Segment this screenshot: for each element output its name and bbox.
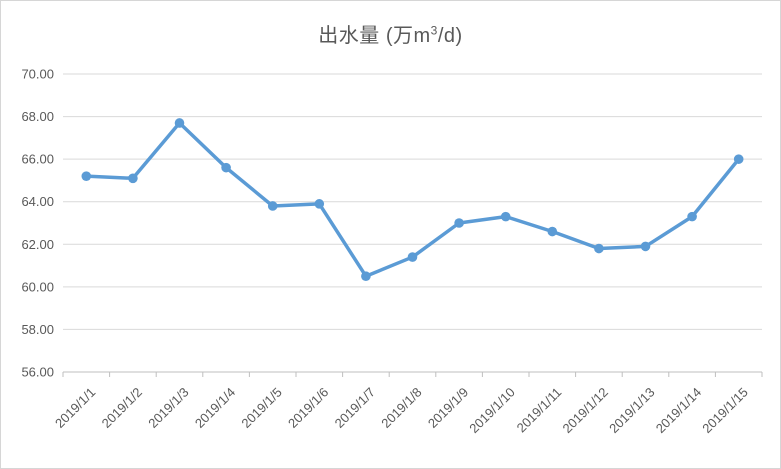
y-tick-label: 58.00 [21,322,54,337]
y-tick-label: 66.00 [21,152,54,167]
x-tick-label: 2019/1/14 [653,385,705,437]
data-point [314,199,325,209]
x-tick-label: 2019/1/12 [560,385,612,437]
data-point [361,271,371,282]
data-point [174,118,185,128]
x-tick-label: 2019/1/15 [699,385,751,437]
data-point [733,154,744,164]
chart-title-unit-suffix: /d) [437,25,463,47]
chart-title: 出水量 (万m3/d) [1,19,780,48]
data-point [81,171,92,181]
x-tick-label: 2019/1/7 [332,385,378,431]
data-point [547,226,558,237]
y-tick-label: 62.00 [21,237,54,252]
y-tick-label: 68.00 [21,109,54,124]
x-tick-label: 2019/1/1 [52,385,98,431]
data-point [594,243,604,254]
data-point [454,218,464,228]
data-point [128,173,138,184]
y-tick-label: 70.00 [21,67,54,82]
data-point [267,201,278,211]
data-point [221,162,231,173]
data-point [687,211,697,222]
x-tick-label: 2019/1/4 [192,385,238,431]
chart-title-superscript: 3 [430,23,438,38]
x-tick-label: 2019/1/13 [606,385,658,437]
x-tick-label: 2019/1/8 [378,385,424,431]
y-tick-label: 60.00 [21,279,54,294]
x-tick-label: 2019/1/2 [99,385,145,431]
y-tick-label: 56.00 [21,365,54,380]
x-tick-label: 2019/1/6 [285,385,331,431]
data-point [640,241,651,252]
x-tick-label: 2019/1/3 [145,385,191,431]
x-tick-label: 2019/1/5 [238,385,284,431]
x-tick-label: 2019/1/10 [466,385,518,437]
y-tick-label: 64.00 [21,194,54,209]
x-tick-label: 2019/1/9 [425,385,471,431]
x-tick-label: 2019/1/11 [514,385,565,436]
chart-title-text: 出水量 (万m [318,25,431,47]
data-point [407,252,418,262]
data-point [500,211,511,222]
